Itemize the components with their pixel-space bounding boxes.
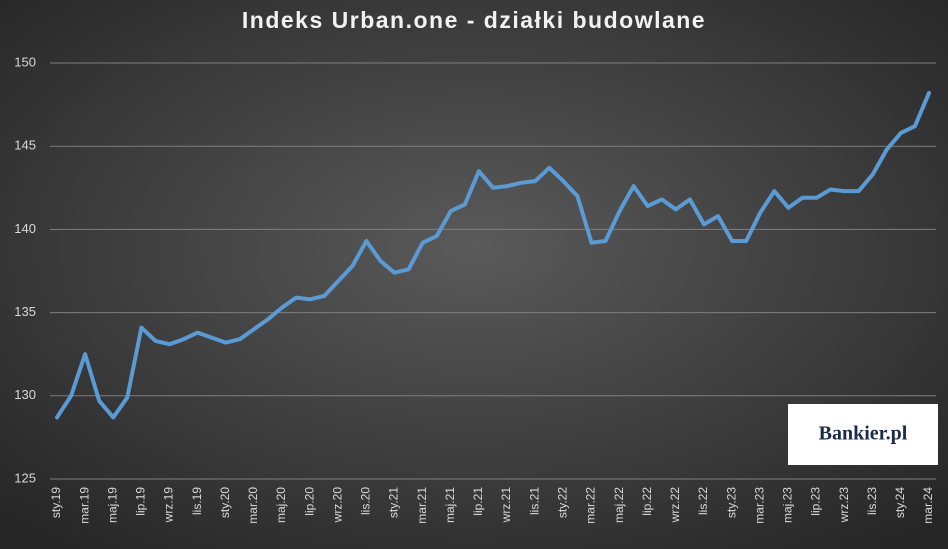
y-tick-label: 125	[14, 470, 36, 485]
x-tick-label: lis.20	[359, 487, 373, 515]
x-tick-label: lis.21	[527, 487, 541, 515]
y-tick-label: 140	[14, 221, 36, 236]
x-tick-label: maj.21	[443, 487, 457, 523]
y-tick-label: 135	[14, 304, 36, 319]
x-tick-label: wrz.20	[330, 487, 344, 524]
y-tick-label: 150	[14, 54, 36, 69]
x-tick-label: sty.23	[724, 487, 738, 518]
x-tick-label: maj.22	[612, 487, 626, 523]
y-tick-label: 145	[14, 138, 36, 153]
chart-title: Indeks Urban.one - działki budowlane	[242, 7, 706, 33]
x-tick-label: sty.22	[555, 487, 569, 518]
x-tick-label: mar.24	[921, 487, 935, 524]
x-tick-label: sty.19	[49, 487, 63, 518]
x-tick-label: wrz.21	[499, 487, 513, 524]
x-tick-label: maj.19	[105, 487, 119, 523]
x-tick-label: sty.24	[893, 487, 907, 518]
x-tick-label: lis.22	[696, 487, 710, 515]
x-tick-label: mar.23	[752, 487, 766, 524]
x-tick-label: sty.20	[218, 487, 232, 518]
y-tick-label: 130	[14, 387, 36, 402]
x-tick-label: sty.21	[387, 487, 401, 518]
logo: Bankier.pl	[819, 423, 908, 445]
line	[55, 91, 931, 420]
x-tick-label: mar.19	[77, 487, 91, 524]
x-tick-label: wrz.19	[162, 487, 176, 524]
x-tick-label: mar.21	[415, 487, 429, 524]
x-tick-label: lip.19	[134, 487, 148, 516]
x-tick-label: lis.23	[865, 487, 879, 515]
x-tick-label: lip.21	[471, 487, 485, 516]
x-tick-label: lip.23	[809, 487, 823, 516]
logo-box	[788, 404, 938, 465]
x-tick-label: lip.20	[302, 487, 316, 516]
x-tick-label: maj.20	[274, 487, 288, 523]
x-tick-label: lip.22	[640, 487, 654, 516]
x-tick-label: lis.19	[190, 487, 204, 515]
x-tick-label: maj.23	[781, 487, 795, 523]
x-tick-label: wrz.22	[668, 487, 682, 524]
x-tick-label: mar.20	[246, 487, 260, 524]
x-tick-label: wrz.23	[837, 487, 851, 524]
x-tick-label: mar.22	[584, 487, 598, 524]
